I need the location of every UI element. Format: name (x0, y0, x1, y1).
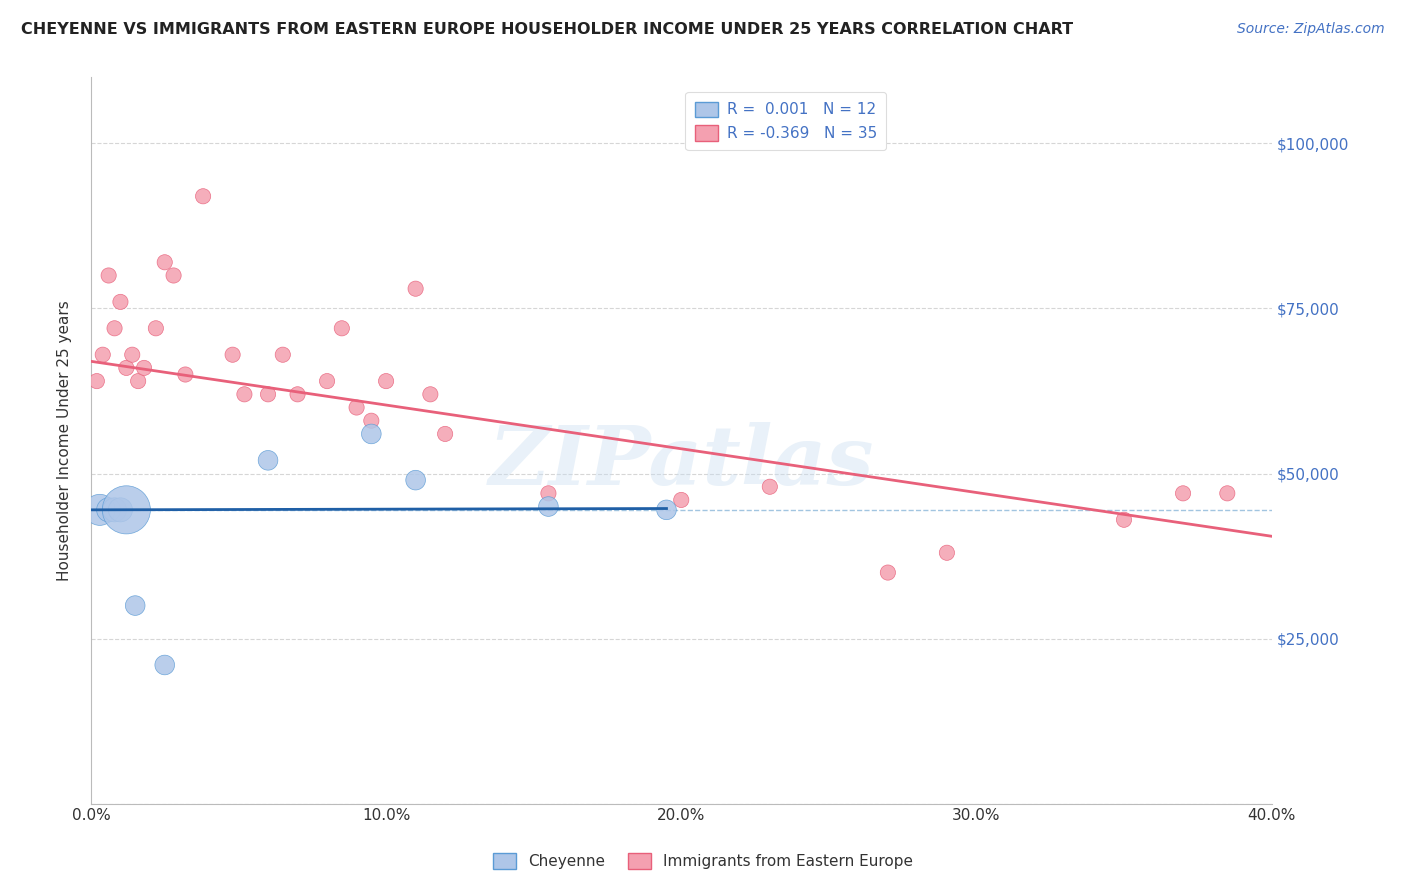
Point (360, 426, 382, 441)
Y-axis label: Householder Income Under 25 years: Householder Income Under 25 years (58, 300, 72, 581)
Point (121, 348, 143, 362)
Point (162, 268, 184, 283)
Point (537, 486, 560, 500)
Point (124, 599, 146, 613)
Point (346, 401, 368, 415)
Point (1112, 513, 1135, 527)
Point (405, 473, 427, 487)
Point (97, 268, 120, 283)
Text: Source: ZipAtlas.com: Source: ZipAtlas.com (1237, 22, 1385, 37)
Point (257, 453, 280, 467)
Point (103, 503, 125, 517)
Point (405, 282, 427, 296)
Point (330, 321, 353, 335)
Point (221, 348, 243, 362)
Point (419, 387, 441, 401)
Point (103, 321, 125, 335)
Point (132, 360, 155, 375)
Point (671, 492, 693, 507)
Point (110, 294, 132, 309)
Point (655, 503, 678, 517)
Legend: R =  0.001   N = 12, R = -0.369   N = 35: R = 0.001 N = 12, R = -0.369 N = 35 (686, 93, 886, 150)
Point (153, 255, 176, 269)
Point (287, 387, 309, 401)
Point (935, 546, 957, 560)
Point (375, 374, 398, 388)
Point (271, 348, 294, 362)
Point (257, 387, 280, 401)
Point (316, 374, 339, 388)
Point (191, 189, 214, 203)
Point (153, 657, 176, 672)
Point (110, 503, 132, 517)
Point (91, 348, 114, 362)
Point (115, 503, 138, 517)
Point (145, 321, 167, 335)
Point (1216, 486, 1239, 500)
Point (360, 414, 382, 428)
Legend: Cheyenne, Immigrants from Eastern Europe: Cheyenne, Immigrants from Eastern Europe (486, 847, 920, 875)
Point (127, 374, 149, 388)
Point (876, 566, 898, 580)
Point (97, 503, 120, 517)
Point (174, 368, 197, 382)
Point (1171, 486, 1194, 500)
Text: CHEYENNE VS IMMIGRANTS FROM EASTERN EUROPE HOUSEHOLDER INCOME UNDER 25 YEARS COR: CHEYENNE VS IMMIGRANTS FROM EASTERN EURO… (21, 22, 1073, 37)
Point (89, 503, 111, 517)
Point (537, 500, 560, 514)
Point (86, 374, 108, 388)
Point (115, 360, 138, 375)
Point (434, 426, 457, 441)
Text: ZIPatlas: ZIPatlas (488, 422, 875, 502)
Point (233, 387, 256, 401)
Point (759, 480, 782, 494)
